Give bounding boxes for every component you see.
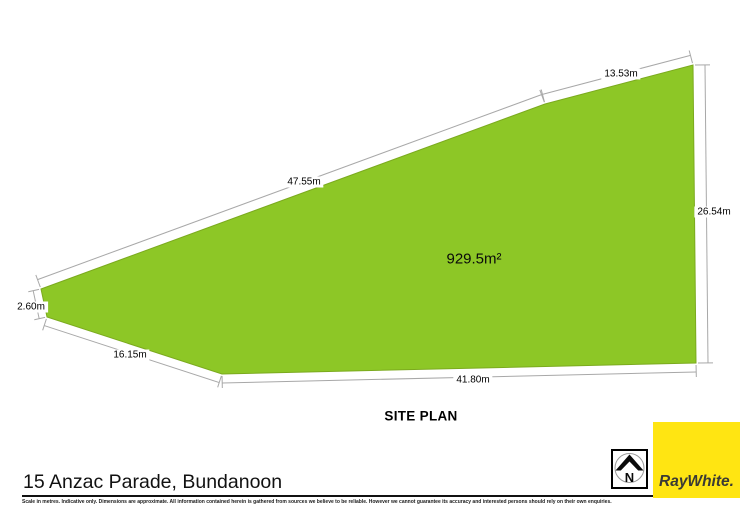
dimension-label: 13.53m <box>601 68 641 80</box>
dimension-label: 41.80m <box>453 374 493 386</box>
area-label: 929.5m² <box>446 250 502 268</box>
dimension-label: 26.54m <box>694 206 734 218</box>
dimension-extension-tick <box>35 274 41 288</box>
dimension-extension-tick <box>42 318 47 331</box>
property-address: 15 Anzac Parade, Bundanoon <box>23 471 283 493</box>
north-arrow-icon: N <box>614 453 645 485</box>
site-plan-title: SITE PLAN <box>384 408 458 424</box>
footer-divider <box>22 495 655 497</box>
raywhite-logo: RayWhite. <box>653 422 740 498</box>
lot-polygon <box>40 64 697 375</box>
dimension-extension-tick <box>217 375 222 388</box>
dimension-extension-tick <box>34 316 46 321</box>
dimension-extension-tick <box>688 50 693 64</box>
north-indicator: N <box>611 449 648 489</box>
dimension-label: 47.55m <box>284 176 324 188</box>
dimension-label: 16.15m <box>110 349 150 361</box>
dimension-extension-tick <box>28 288 40 293</box>
north-chevron-icon <box>615 454 644 471</box>
raywhite-wordmark: RayWhite. <box>659 473 734 490</box>
dimension-extension-tick <box>540 89 545 103</box>
disclaimer-row: Scale in metres. Indicative only. Dimens… <box>22 499 655 509</box>
north-circle <box>614 453 645 483</box>
dimension-label: 2.60m <box>14 301 48 313</box>
disclaimer-text: Scale in metres. Indicative only. Dimens… <box>22 499 612 505</box>
north-letter: N <box>625 470 634 485</box>
